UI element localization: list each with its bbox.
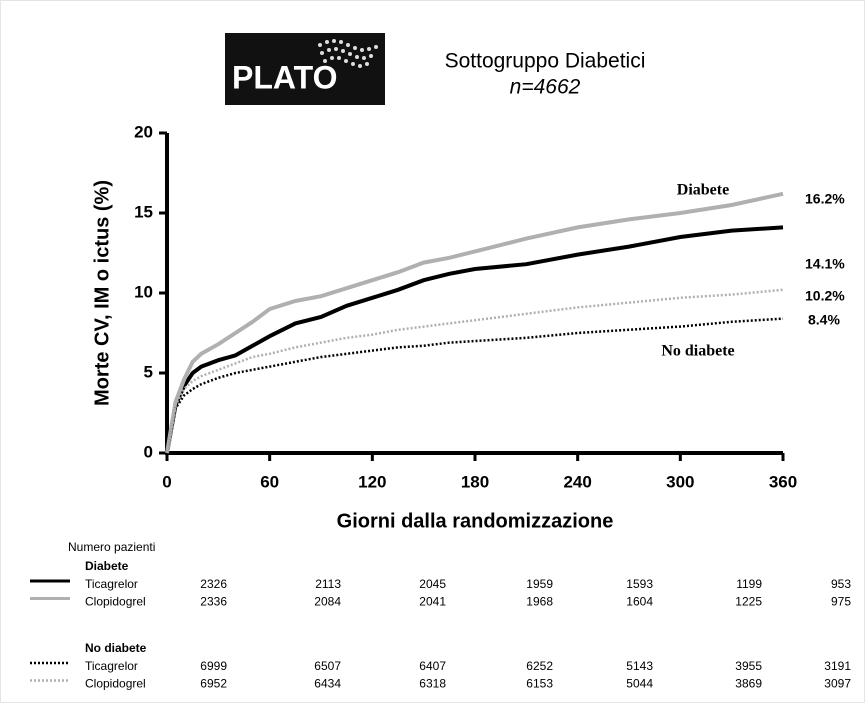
table-cell: 6252	[526, 659, 553, 673]
table-group: Diabete	[85, 559, 129, 573]
annotation: Diabete	[677, 182, 729, 199]
x-tick-label: 120	[358, 472, 386, 491]
table-cell: 6153	[526, 677, 553, 691]
y-tick-label: 10	[134, 282, 153, 301]
table-cell: 3191	[824, 659, 851, 673]
table-cell: 6434	[314, 677, 341, 691]
x-tick-label: 60	[260, 472, 279, 491]
table-cell: 953	[831, 577, 851, 591]
x-tick-label: 0	[162, 472, 171, 491]
table-row-name: Clopidogrel	[85, 595, 146, 609]
table-row-name: Ticagrelor	[85, 577, 138, 591]
table-cell: 5044	[626, 677, 653, 691]
series-line	[165, 225, 784, 454]
series-line	[165, 191, 784, 454]
table-cell: 6952	[200, 677, 227, 691]
logo-box	[225, 33, 385, 105]
end-label: 10.2%	[805, 288, 845, 304]
y-tick-label: 20	[134, 122, 153, 141]
y-axis-label: Morte CV, IM o ictus (%)	[91, 180, 113, 406]
table-cell: 6407	[419, 659, 446, 673]
annotation: No diabete	[661, 343, 734, 360]
chart-subtitle: n=4662	[510, 76, 581, 99]
x-tick-label: 240	[563, 472, 591, 491]
table-row-name: Clopidogrel	[85, 677, 146, 691]
x-tick-label: 360	[769, 472, 797, 491]
table-cell: 1959	[526, 577, 553, 591]
table-cell: 2041	[419, 595, 446, 609]
table-cell: 1593	[626, 577, 653, 591]
table-cell: 6507	[314, 659, 341, 673]
logo-text: PLATO	[232, 59, 337, 95]
table-cell: 2084	[314, 595, 341, 609]
table-cell: 3869	[735, 677, 762, 691]
end-label: 16.2%	[805, 191, 845, 207]
table-cell: 2326	[200, 577, 227, 591]
table-group: No diabete	[85, 641, 147, 655]
y-tick-label: 5	[144, 362, 153, 381]
table-row-name: Ticagrelor	[85, 659, 138, 673]
end-label: 14.1%	[805, 256, 845, 272]
table-cell: 6318	[419, 677, 446, 691]
end-label: 8.4%	[808, 312, 840, 328]
table-cell: 2336	[200, 595, 227, 609]
y-tick-label: 15	[134, 202, 153, 221]
table-cell: 3097	[824, 677, 851, 691]
table-cell: 1225	[735, 595, 762, 609]
x-tick-label: 300	[666, 472, 694, 491]
table-title: Numero pazienti	[68, 540, 155, 554]
series-line	[165, 288, 784, 454]
table-cell: 1604	[626, 595, 653, 609]
table-cell: 3955	[735, 659, 762, 673]
table-cell: 2045	[419, 577, 446, 591]
x-axis-label: Giorni dalla randomizzazione	[337, 510, 614, 532]
table-cell: 2113	[315, 577, 341, 591]
x-tick-label: 180	[461, 472, 489, 491]
table-cell: 5143	[626, 659, 653, 673]
table-cell: 975	[831, 595, 851, 609]
table-cell: 1968	[526, 595, 553, 609]
y-tick-label: 0	[144, 442, 153, 461]
table-cell: 1199	[736, 577, 762, 591]
logo-dots	[318, 39, 378, 68]
chart-title: Sottogruppo Diabetici	[445, 50, 646, 73]
table-cell: 6999	[200, 659, 227, 673]
